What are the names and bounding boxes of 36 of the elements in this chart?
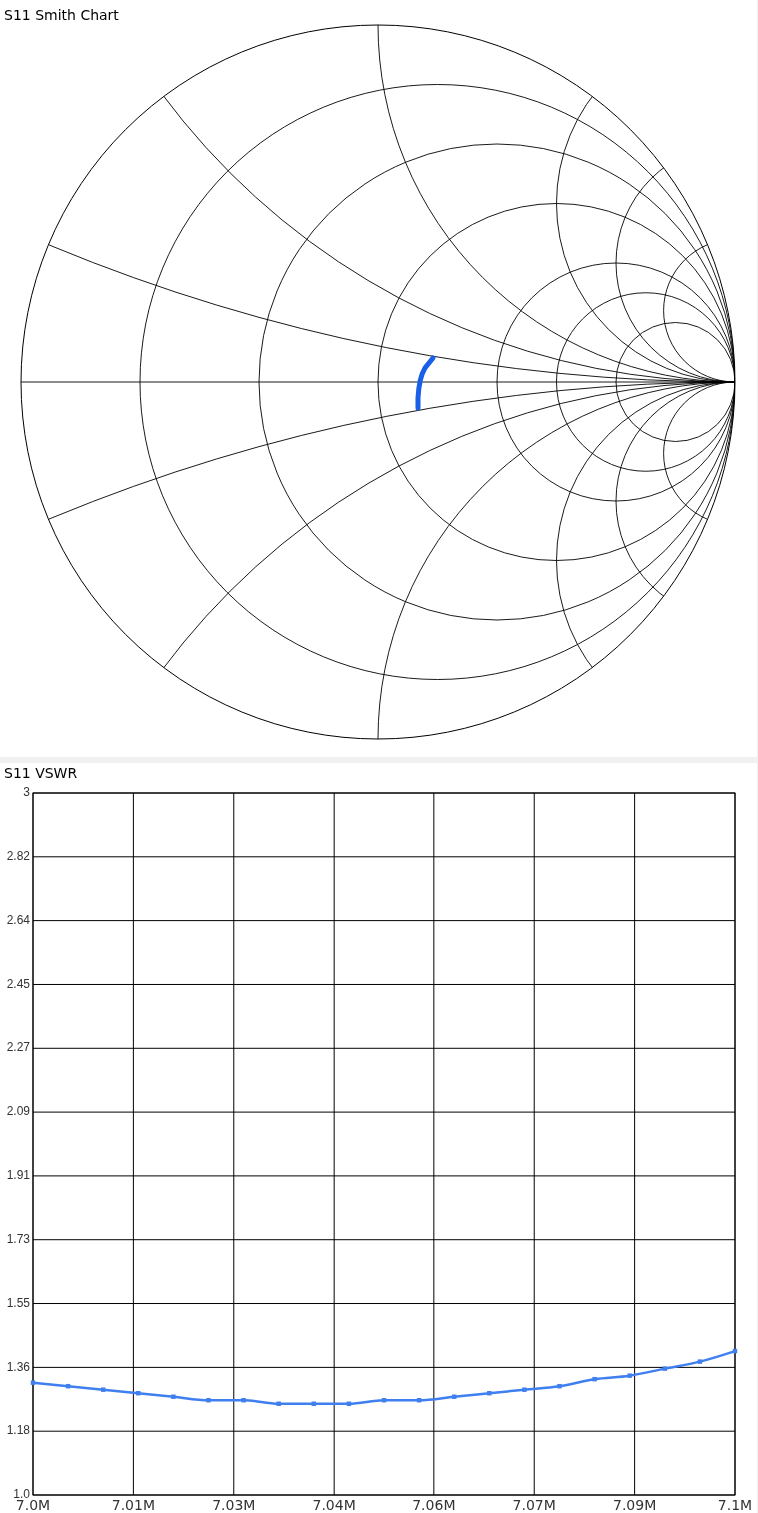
point <box>557 1383 562 1389</box>
point <box>30 1380 36 1385</box>
point <box>522 1387 527 1392</box>
y-tick-label: 2.64 <box>6 912 31 927</box>
chart-title: S11 VSWR <box>4 765 78 781</box>
point <box>592 1376 597 1382</box>
y-tick-label: 2.27 <box>6 1040 31 1055</box>
y-tick-label: 2.09 <box>6 1104 31 1119</box>
x-tick-label: 7.01M <box>111 1497 156 1513</box>
point <box>171 1394 176 1399</box>
x-tick-label: 7.09M <box>612 1497 657 1513</box>
x-tick-label: 7.04M <box>312 1497 356 1513</box>
point <box>276 1401 281 1406</box>
point <box>206 1397 211 1403</box>
y-tick-label: 3 <box>23 785 31 800</box>
y-tick-label: 1.55 <box>6 1295 31 1310</box>
point <box>697 1359 703 1364</box>
y-tick-label: 1.91 <box>6 1168 31 1183</box>
point <box>451 1394 457 1399</box>
y-tick-label: 1.36 <box>6 1359 31 1374</box>
y-tick-label: 1.18 <box>6 1423 31 1438</box>
x-tick-label: 7.03M <box>212 1497 256 1513</box>
y-tick-label: 2.45 <box>6 976 31 991</box>
point <box>627 1373 632 1378</box>
y-tick-label: 2.82 <box>6 848 31 863</box>
x-tick-label: 7.1M <box>717 1497 753 1513</box>
point <box>487 1390 492 1396</box>
text: S11 Smith Chart <box>4 7 120 23</box>
x-tick-label: 7.06M <box>412 1497 456 1513</box>
y-tick-label: 1.73 <box>6 1231 31 1246</box>
point <box>136 1390 141 1396</box>
x-tick-label: 7.0M <box>15 1497 51 1513</box>
point <box>100 1387 106 1392</box>
point <box>662 1366 668 1371</box>
x-tick-label: 7.07M <box>512 1497 556 1513</box>
point <box>241 1397 246 1403</box>
